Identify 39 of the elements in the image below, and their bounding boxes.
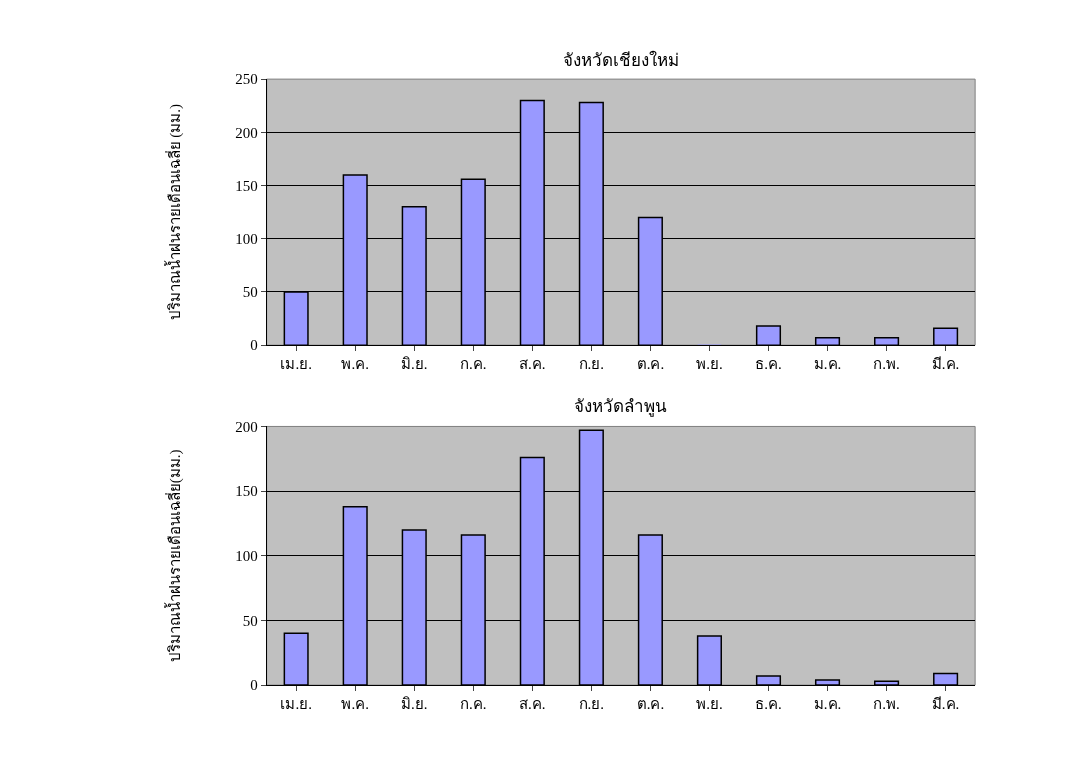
y-tick-label: 100 <box>235 230 258 247</box>
x-tick-label: พ.ย. <box>696 696 723 713</box>
y-tick-label: 100 <box>235 548 258 565</box>
x-tick-label: ก.ย. <box>578 696 605 713</box>
y-tick-label: 0 <box>250 677 258 694</box>
y-tick-label: 0 <box>250 337 258 354</box>
x-tick-label: พ.ย. <box>696 356 723 373</box>
x-tick-label: เม.ย. <box>280 356 312 373</box>
y-tick-label: 250 <box>235 71 258 88</box>
y-axis-title: ปริมาณน้ำฝนรายเดือนเฉลี่ย(มม.) <box>164 449 185 663</box>
x-tick-label: ต.ค. <box>636 696 665 713</box>
x-tick-label: ต.ค. <box>636 356 665 373</box>
x-tick-label: ส.ค. <box>519 356 546 373</box>
x-tick-label: ก.พ. <box>873 696 900 713</box>
y-tick-label: 50 <box>242 284 258 301</box>
x-tick-label: ก.ย. <box>578 356 605 373</box>
x-tick-label: เม.ย. <box>280 696 312 713</box>
x-tick-label: ก.พ. <box>873 356 900 373</box>
x-tick-label: พ.ค. <box>341 356 369 373</box>
chart-title: จังหวัดลำพูน <box>574 397 667 417</box>
x-tick-label: มิ.ย. <box>400 696 428 713</box>
y-tick-label: 50 <box>242 612 258 629</box>
x-tick-label: ม.ค. <box>813 356 842 373</box>
y-tick-label: 150 <box>235 483 258 500</box>
x-tick-label: พ.ค. <box>341 696 369 713</box>
x-tick-label: ธ.ค. <box>755 696 782 713</box>
y-tick-label: 200 <box>235 124 258 141</box>
x-tick-label: มี.ค. <box>931 356 960 373</box>
chart-title: จังหวัดเชียงใหม่ <box>563 50 679 70</box>
y-tick-label: 150 <box>235 177 258 194</box>
x-tick-label: มี.ค. <box>931 696 960 713</box>
x-tick-label: ธ.ค. <box>755 356 782 373</box>
x-tick-label: ก.ค. <box>460 356 487 373</box>
x-tick-label: มิ.ย. <box>400 356 428 373</box>
x-tick-label: ก.ค. <box>460 696 487 713</box>
y-tick-label: 200 <box>235 418 258 435</box>
y-axis-title: ปริมาณน้ำฝนรายเดือนเฉลี่ย (มม.) <box>164 103 185 321</box>
x-tick-label: ส.ค. <box>519 696 546 713</box>
x-tick-label: ม.ค. <box>813 696 842 713</box>
